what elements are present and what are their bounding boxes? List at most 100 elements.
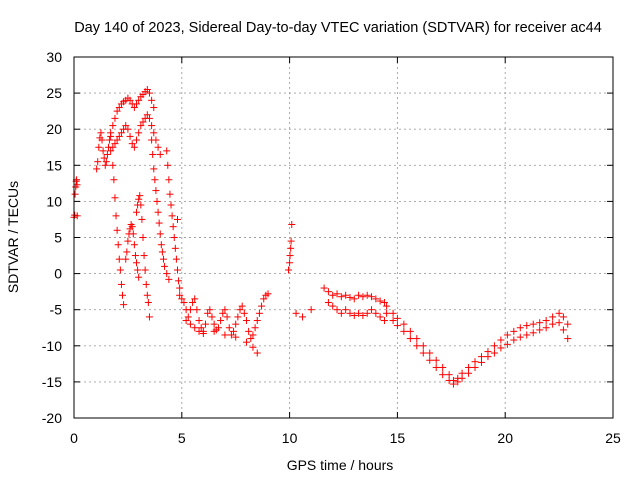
data-point (171, 244, 179, 252)
data-point (249, 331, 257, 339)
series-group (148, 136, 173, 283)
data-point (307, 306, 315, 314)
data-point (333, 306, 341, 314)
data-point (221, 306, 229, 314)
data-point (393, 314, 401, 322)
x-tick-label: 10 (282, 430, 298, 446)
data-point (346, 293, 354, 301)
data-point (264, 290, 272, 298)
data-point (184, 313, 192, 321)
data-point (490, 342, 498, 350)
data-point (154, 208, 162, 216)
data-point (71, 190, 79, 198)
data-point (94, 158, 102, 166)
data-point (128, 223, 136, 231)
data-point (166, 190, 174, 198)
data-point (549, 320, 557, 328)
data-point (178, 295, 186, 303)
data-point (380, 317, 388, 325)
data-point (529, 329, 537, 337)
data-point (110, 176, 118, 184)
data-point (413, 335, 421, 343)
data-point (245, 327, 253, 335)
y-tick-label: 25 (46, 85, 62, 101)
data-point (247, 335, 255, 343)
data-point (133, 208, 141, 216)
data-point (143, 291, 151, 299)
data-point (158, 248, 166, 256)
data-point (426, 356, 434, 364)
series-group (109, 161, 128, 309)
data-point (359, 293, 367, 301)
data-point (148, 136, 156, 144)
data-point (199, 330, 207, 338)
data-point (197, 324, 205, 332)
data-point (102, 158, 110, 166)
data-point (510, 336, 518, 344)
data-point (107, 147, 115, 155)
data-point (123, 248, 131, 256)
data-point (151, 176, 159, 184)
y-tick-label: -5 (50, 302, 63, 318)
y-tick-label: -10 (42, 338, 62, 354)
data-point (454, 378, 462, 386)
data-point (73, 212, 81, 220)
data-point (164, 161, 172, 169)
data-point (350, 311, 358, 319)
data-point (135, 195, 143, 203)
data-point (523, 322, 531, 330)
data-point (189, 298, 197, 306)
data-point (120, 301, 128, 309)
data-point (112, 212, 120, 220)
data-point (119, 291, 127, 299)
data-point (113, 136, 121, 144)
data-point (150, 104, 158, 112)
data-point (111, 140, 119, 148)
data-point (206, 306, 214, 314)
data-point (260, 295, 268, 303)
data-point (210, 327, 218, 335)
data-point (95, 143, 103, 151)
data-point (143, 111, 151, 119)
data-point (555, 319, 563, 327)
data-point (157, 241, 165, 249)
data-point (337, 293, 345, 301)
data-point (240, 309, 248, 317)
data-point (176, 291, 184, 299)
data-point (559, 313, 567, 321)
data-point (355, 291, 363, 299)
data-point (219, 309, 227, 317)
data-point (126, 132, 134, 140)
data-point (555, 309, 563, 317)
data-point (217, 317, 225, 325)
data-point (191, 295, 199, 303)
data-point (204, 309, 212, 317)
data-point (173, 215, 181, 223)
data-point (288, 221, 296, 229)
data-point (169, 223, 177, 231)
series-group (107, 85, 158, 137)
data-point (413, 342, 421, 350)
data-point (465, 369, 473, 377)
data-point (406, 327, 414, 335)
data-point (73, 181, 81, 189)
data-point (208, 313, 216, 321)
x-tick-label: 0 (70, 430, 78, 446)
data-point (141, 266, 149, 274)
y-tick-label: 30 (46, 49, 62, 65)
data-point (510, 327, 518, 335)
data-point (559, 326, 567, 334)
data-point (139, 234, 147, 241)
data-point (458, 374, 466, 382)
data-point (426, 349, 434, 357)
data-point (299, 313, 307, 321)
tick-labels: 0 5 10 15 20 25 -20 -15 -10 -5 0 5 10 15 20 25 30 (42, 49, 621, 446)
data-point (129, 230, 137, 238)
data-point (564, 335, 572, 343)
data-point (523, 331, 531, 339)
data-point (124, 237, 132, 245)
data-point (103, 150, 111, 158)
data-point (214, 324, 222, 332)
data-point (111, 194, 119, 202)
